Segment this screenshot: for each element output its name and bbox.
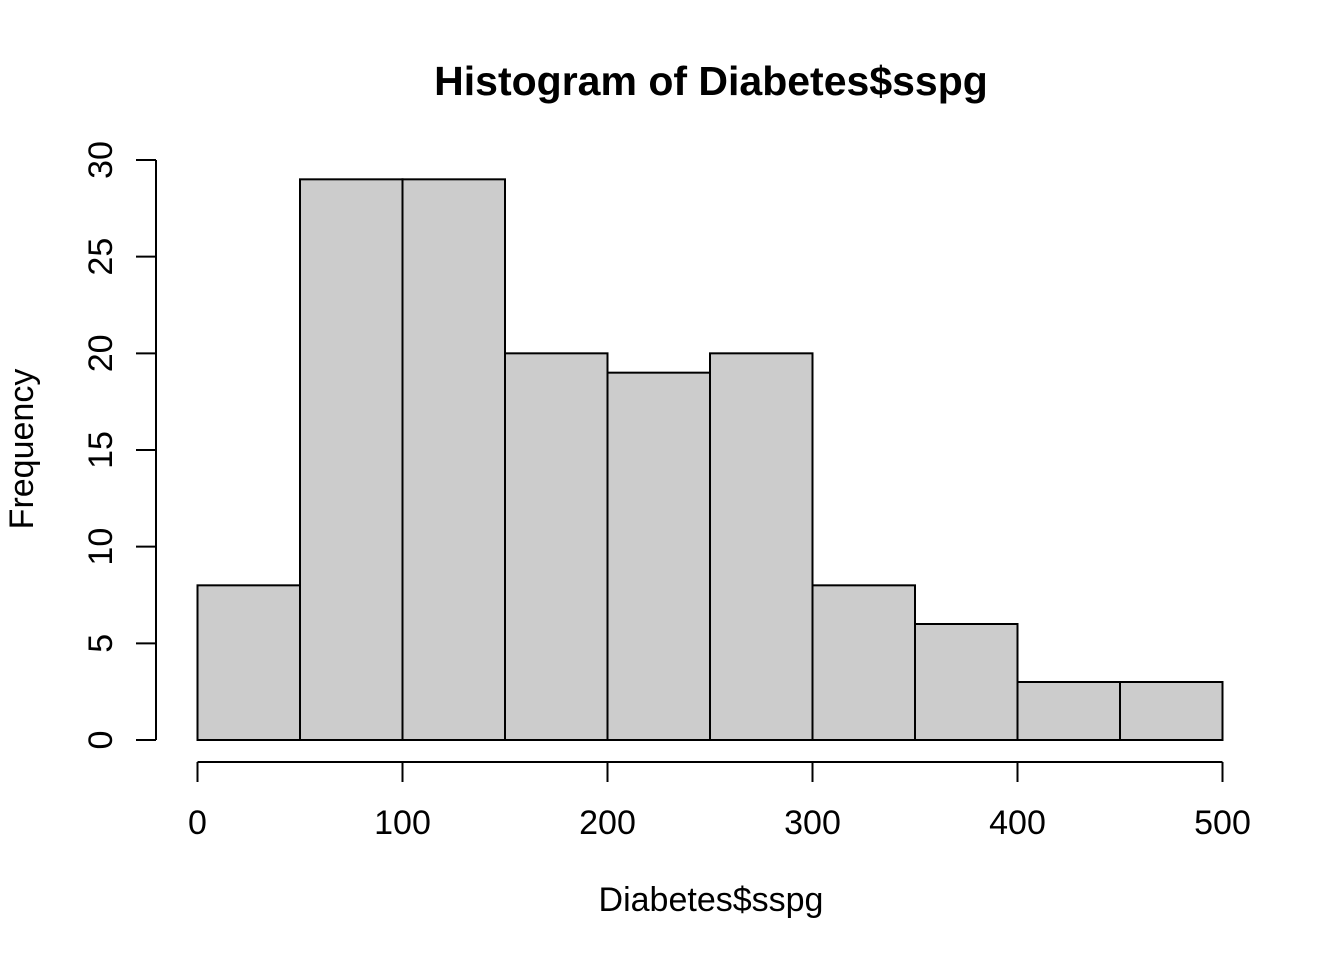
- y-axis-label: Frequency: [3, 369, 41, 530]
- histogram-bar: [914, 623, 1019, 741]
- y-tick-label: 0: [82, 731, 120, 750]
- histogram-bar: [1016, 681, 1121, 741]
- x-tick-label: 0: [188, 804, 207, 842]
- chart-title: Histogram of Diabetes$sspg: [434, 58, 988, 104]
- histogram-bar: [709, 352, 814, 741]
- x-tick-label: 500: [1194, 804, 1251, 842]
- x-tick-label: 300: [784, 804, 841, 842]
- x-tick-label: 100: [374, 804, 431, 842]
- x-tick-label: 200: [579, 804, 636, 842]
- histogram-bar: [504, 352, 609, 741]
- y-tick-label: 30: [82, 141, 120, 179]
- y-tick-label: 20: [82, 334, 120, 372]
- y-tick-label: 25: [82, 238, 120, 276]
- y-tick-label: 10: [82, 528, 120, 566]
- histogram-bar: [401, 178, 506, 742]
- histogram-bar: [299, 178, 404, 742]
- x-tick-label: 400: [989, 804, 1046, 842]
- histogram-bar: [1119, 681, 1224, 741]
- histogram-bar: [196, 584, 301, 741]
- histogram-bar: [606, 371, 711, 741]
- histogram-bar: [811, 584, 916, 741]
- x-axis-label: Diabetes$sspg: [599, 881, 824, 919]
- y-tick-label: 15: [82, 431, 120, 469]
- plot-area: 0 100 200 300 400 500 0 5 10 15 20 25 30: [82, 141, 1251, 842]
- y-tick-label: 5: [82, 634, 120, 653]
